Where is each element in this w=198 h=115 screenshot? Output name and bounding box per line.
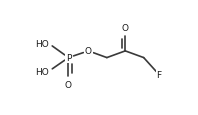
Text: O: O: [65, 81, 72, 90]
Text: HO: HO: [35, 39, 49, 48]
Text: O: O: [122, 23, 129, 32]
Text: P: P: [66, 54, 71, 63]
Text: HO: HO: [35, 67, 49, 76]
Text: O: O: [85, 47, 92, 56]
Text: F: F: [156, 70, 162, 79]
